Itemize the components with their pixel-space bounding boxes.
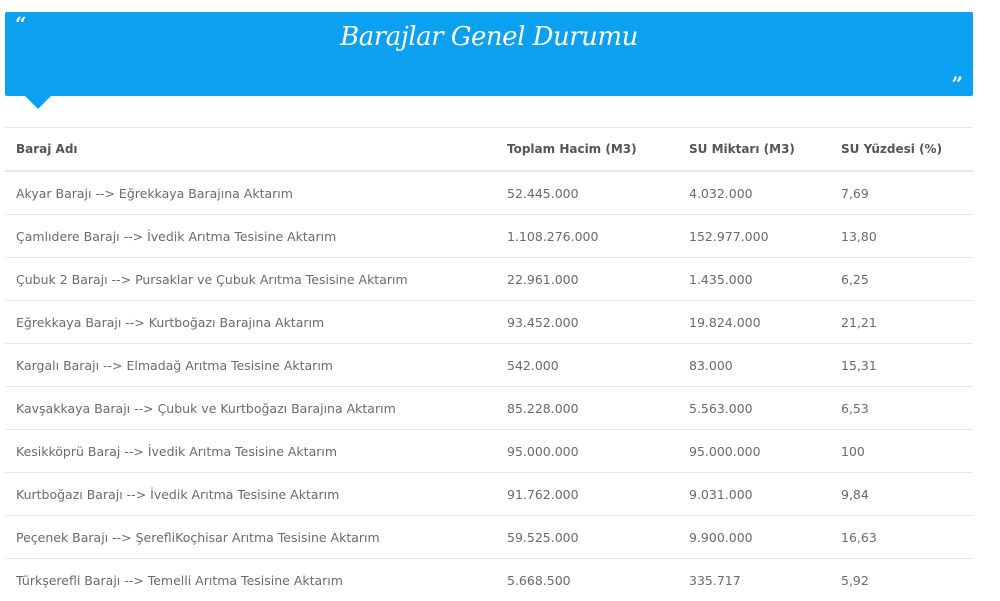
- column-header-water-percent: SU Yüzdesi (%): [830, 128, 973, 172]
- dam-name-cell: Akyar Barajı --> Eğrekkaya Barajına Akta…: [5, 171, 496, 215]
- water-amount-cell: 152.977.000: [678, 215, 830, 258]
- total-volume-cell: 542.000: [496, 344, 678, 387]
- dam-name-cell: Kargalı Barajı --> Elmadağ Arıtma Tesisi…: [5, 344, 496, 387]
- table-row: Peçenek Barajı --> ŞerefliKoçhisar Arıtm…: [5, 516, 973, 559]
- column-header-name: Baraj Adı: [5, 128, 496, 172]
- water-percent-cell: 7,69: [830, 171, 973, 215]
- dam-name-cell: Kesikköprü Baraj --> İvedik Arıtma Tesis…: [5, 430, 496, 473]
- total-volume-cell: 85.228.000: [496, 387, 678, 430]
- table-row: Eğrekkaya Barajı --> Kurtboğazı Barajına…: [5, 301, 973, 344]
- column-header-total-volume: Toplam Hacim (M3): [496, 128, 678, 172]
- water-percent-cell: 15,31: [830, 344, 973, 387]
- water-percent-cell: 13,80: [830, 215, 973, 258]
- water-percent-cell: 6,25: [830, 258, 973, 301]
- table-row: Kavşakkaya Barajı --> Çubuk ve Kurtboğaz…: [5, 387, 973, 430]
- water-amount-cell: 83.000: [678, 344, 830, 387]
- table-row: Çubuk 2 Barajı --> Pursaklar ve Çubuk Ar…: [5, 258, 973, 301]
- total-volume-cell: 95.000.000: [496, 430, 678, 473]
- water-percent-cell: 5,92: [830, 559, 973, 601]
- water-amount-cell: 19.824.000: [678, 301, 830, 344]
- water-percent-cell: 100: [830, 430, 973, 473]
- speech-arrow-icon: [25, 96, 51, 109]
- table-row: Kesikköprü Baraj --> İvedik Arıtma Tesis…: [5, 430, 973, 473]
- table-row: Kargalı Barajı --> Elmadağ Arıtma Tesisi…: [5, 344, 973, 387]
- dam-name-cell: Kurtboğazı Barajı --> İvedik Arıtma Tesi…: [5, 473, 496, 516]
- total-volume-cell: 5.668.500: [496, 559, 678, 601]
- total-volume-cell: 93.452.000: [496, 301, 678, 344]
- total-volume-cell: 52.445.000: [496, 171, 678, 215]
- water-percent-cell: 9,84: [830, 473, 973, 516]
- table-row: Çamlıdere Barajı --> İvedik Arıtma Tesis…: [5, 215, 973, 258]
- page-title: Barajlar Genel Durumu: [5, 22, 973, 52]
- water-amount-cell: 335.717: [678, 559, 830, 601]
- table-header-row: Baraj Adı Toplam Hacim (M3) SU Miktarı (…: [5, 128, 973, 172]
- table-row: Akyar Barajı --> Eğrekkaya Barajına Akta…: [5, 171, 973, 215]
- dam-name-cell: Peçenek Barajı --> ŞerefliKoçhisar Arıtm…: [5, 516, 496, 559]
- total-volume-cell: 91.762.000: [496, 473, 678, 516]
- total-volume-cell: 22.961.000: [496, 258, 678, 301]
- column-header-water-amount: SU Miktarı (M3): [678, 128, 830, 172]
- water-amount-cell: 5.563.000: [678, 387, 830, 430]
- dam-name-cell: Çubuk 2 Barajı --> Pursaklar ve Çubuk Ar…: [5, 258, 496, 301]
- dam-name-cell: Kavşakkaya Barajı --> Çubuk ve Kurtboğaz…: [5, 387, 496, 430]
- dam-name-cell: Çamlıdere Barajı --> İvedik Arıtma Tesis…: [5, 215, 496, 258]
- title-banner: “ Barajlar Genel Durumu ”: [5, 12, 973, 96]
- dam-status-table: Baraj Adı Toplam Hacim (M3) SU Miktarı (…: [5, 127, 973, 601]
- total-volume-cell: 59.525.000: [496, 516, 678, 559]
- table-row: Kurtboğazı Barajı --> İvedik Arıtma Tesi…: [5, 473, 973, 516]
- water-percent-cell: 6,53: [830, 387, 973, 430]
- water-amount-cell: 9.031.000: [678, 473, 830, 516]
- water-amount-cell: 4.032.000: [678, 171, 830, 215]
- dam-name-cell: Türkşerefli Barajı --> Temelli Arıtma Te…: [5, 559, 496, 601]
- dam-name-cell: Eğrekkaya Barajı --> Kurtboğazı Barajına…: [5, 301, 496, 344]
- total-volume-cell: 1.108.276.000: [496, 215, 678, 258]
- water-amount-cell: 9.900.000: [678, 516, 830, 559]
- table-row: Türkşerefli Barajı --> Temelli Arıtma Te…: [5, 559, 973, 601]
- close-quote-icon: ”: [951, 72, 963, 96]
- water-percent-cell: 16,63: [830, 516, 973, 559]
- water-amount-cell: 95.000.000: [678, 430, 830, 473]
- water-amount-cell: 1.435.000: [678, 258, 830, 301]
- water-percent-cell: 21,21: [830, 301, 973, 344]
